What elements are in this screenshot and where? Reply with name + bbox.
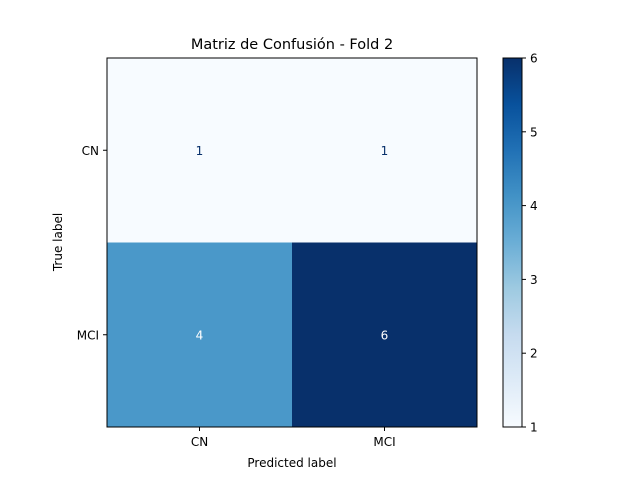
y-tick-label: MCI xyxy=(77,328,99,342)
x-axis-label: Predicted label xyxy=(247,456,336,470)
y-tick-label: CN xyxy=(82,144,99,158)
colorbar-tick-label: 1 xyxy=(530,421,538,435)
colorbar-tick-label: 3 xyxy=(530,273,538,287)
plot-frame xyxy=(106,57,478,428)
matrix-cell xyxy=(107,242,292,427)
cell-value-label: 1 xyxy=(196,144,204,158)
matrix-cell xyxy=(292,242,477,427)
colorbar-tick-label: 4 xyxy=(530,199,538,213)
matrix-cell-labels: 1 1 4 6 xyxy=(196,144,389,343)
colorbar-ticks: 1 2 3 4 5 6 xyxy=(522,52,538,435)
colorbar xyxy=(502,57,523,428)
matrix-cell xyxy=(292,58,477,243)
colorbar-tick-label: 2 xyxy=(530,347,538,361)
y-axis-label: True label xyxy=(51,213,65,272)
x-tick-label: MCI xyxy=(373,435,395,449)
cell-value-label: 4 xyxy=(196,328,204,342)
colorbar-tick-label: 5 xyxy=(530,125,538,139)
cell-value-label: 1 xyxy=(381,144,389,158)
chart-title: Matriz de Confusión - Fold 2 xyxy=(191,37,393,53)
cell-value-label: 6 xyxy=(381,328,389,342)
y-axis-ticks: CN MCI xyxy=(77,144,107,342)
colorbar-tick-label: 6 xyxy=(530,52,538,66)
x-tick-label: CN xyxy=(191,435,208,449)
matrix-cells xyxy=(107,58,477,427)
matrix-cell xyxy=(107,58,292,243)
x-axis-ticks: CN MCI xyxy=(191,427,396,449)
